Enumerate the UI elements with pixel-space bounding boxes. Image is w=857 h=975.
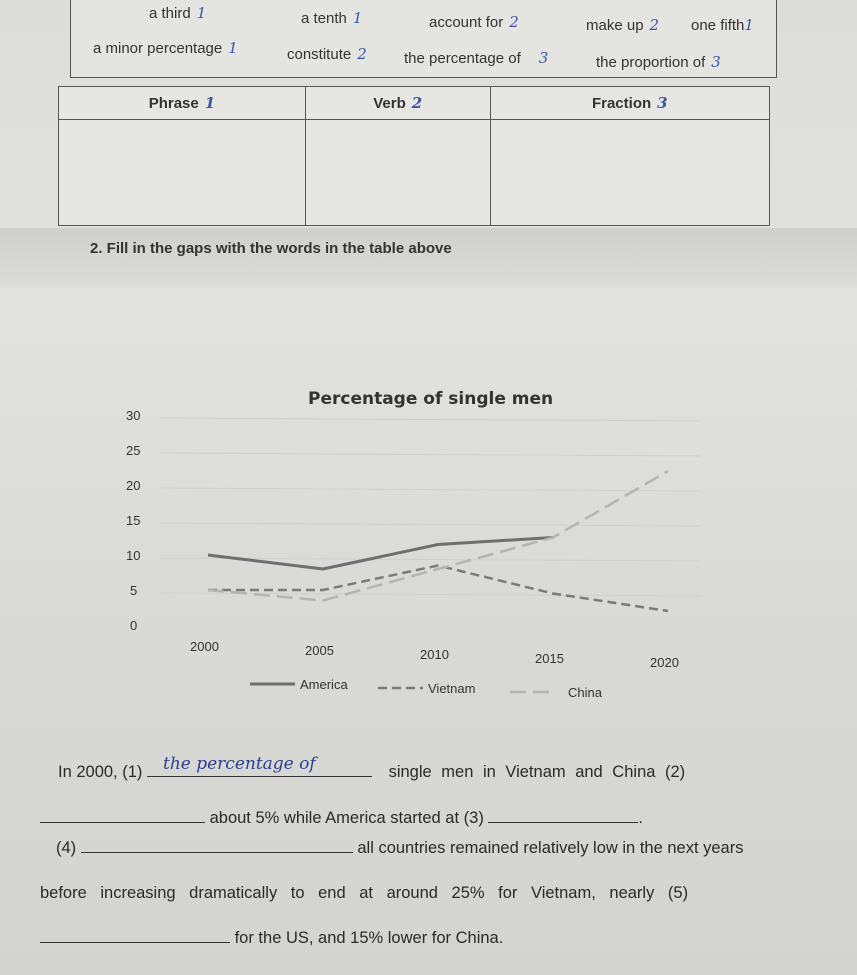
y-tick-label: 10	[126, 548, 140, 563]
gap-5[interactable]	[40, 926, 230, 943]
x-tick-label: 2010	[420, 647, 449, 662]
x-tick-label: 2020	[650, 655, 679, 670]
word-category-table: Phrase 1 Verb 2 Fraction 3	[58, 86, 771, 226]
instruction: 2. Fill in the gaps with the words in th…	[90, 240, 452, 257]
legend-label-america: America	[300, 677, 348, 692]
paragraph-line-3: (4) all countries remained relatively lo…	[56, 836, 743, 858]
gridline	[159, 522, 701, 527]
x-tick-label: 2005	[305, 643, 334, 658]
handwritten-answer-1: the percentage of	[162, 754, 316, 774]
gap-3[interactable]	[488, 806, 639, 823]
paragraph-line-2: about 5% while America started at (3) .	[40, 806, 643, 828]
text: about 5% while America started at (3)	[209, 809, 484, 827]
text: single men in Vietnam and China (2)	[388, 763, 686, 781]
series-line-china	[207, 469, 669, 602]
y-tick-label: 20	[126, 478, 140, 493]
word-a-third: a third 1	[149, 4, 207, 22]
paragraph-line-4: before increasing dramatically to end at…	[40, 884, 689, 902]
text: all countries remained relatively low in…	[357, 839, 744, 857]
word-a-tenth: a tenth 1	[301, 9, 363, 27]
y-tick-label: 30	[126, 408, 140, 423]
gridline	[159, 487, 701, 492]
word-constitute: constitute 2	[287, 45, 367, 63]
word-a-minor-percentage: a minor percentage 1	[93, 39, 238, 57]
y-tick-label: 5	[130, 583, 137, 598]
y-tick-label: 0	[130, 618, 137, 633]
word-make-up: make up 2	[586, 16, 660, 34]
chart-title: Percentage of single men	[308, 389, 554, 409]
word-the-percentage-of: the percentage of 3	[404, 49, 549, 67]
paragraph-line-5: for the US, and 15% lower for China.	[40, 926, 503, 948]
gridline	[159, 592, 701, 597]
gap-2[interactable]	[40, 806, 205, 823]
x-tick-label: 2000	[190, 639, 219, 654]
gridline	[159, 417, 701, 422]
y-tick-label: 25	[126, 443, 140, 458]
header-fraction: Fraction 3	[489, 86, 771, 120]
x-tick-label: 2015	[535, 651, 564, 666]
y-tick-label: 15	[126, 513, 140, 528]
fraction-cell[interactable]	[489, 119, 771, 226]
text: for the US, and 15% lower for China.	[234, 929, 504, 947]
text: In 2000, (1)	[58, 763, 143, 781]
word-bank-box: a third 1 a tenth 1 account for 2 make up 2 …	[70, 0, 777, 78]
gridline	[159, 557, 701, 562]
text: (4)	[56, 839, 77, 857]
gap-1[interactable]: the percentage of	[146, 754, 372, 777]
word-one-fifth: one fifth1	[691, 16, 754, 34]
phrase-cell[interactable]	[58, 119, 306, 226]
gridline	[159, 452, 701, 457]
series-line-america	[207, 536, 554, 571]
paragraph-line-1: In 2000, (1) the percentage of single me…	[58, 754, 686, 782]
text: .	[638, 809, 643, 827]
header-verb: Verb 2	[304, 86, 491, 120]
paper-edge-shadow	[0, 228, 857, 288]
legend-label-china: China	[568, 685, 603, 700]
gap-4[interactable]	[80, 836, 353, 853]
series-line-vietnam	[208, 564, 669, 613]
word-the-proportion-of: the proportion of 3	[596, 53, 721, 71]
word-account-for: account for 2	[429, 13, 519, 31]
verb-cell[interactable]	[304, 119, 491, 226]
legend-label-vietnam: Vietnam	[428, 681, 475, 696]
